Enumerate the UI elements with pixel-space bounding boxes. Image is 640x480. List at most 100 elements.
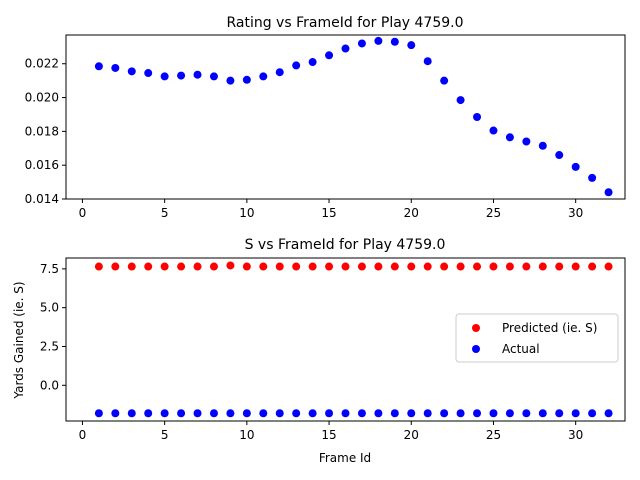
s-x-tick-label: 25	[486, 428, 501, 442]
rating-marks	[94, 36, 613, 197]
rating-point-s0-13	[308, 58, 317, 67]
rating-point-s0-10	[259, 72, 268, 81]
s-point-s1-17	[374, 409, 383, 418]
s-point-s1-13	[308, 409, 317, 418]
s-point-s1-31	[604, 409, 613, 418]
s-x-axis: 0 5 10 15 20 25 30	[79, 421, 583, 442]
legend-label-predicted: Predicted (ie. S)	[502, 321, 597, 335]
s-y-tick-label: 2.5	[40, 339, 59, 353]
rating-y-tick-label: 0.016	[25, 158, 59, 172]
rating-y-tick-label: 0.022	[25, 57, 59, 71]
s-x-tick-label: 15	[321, 428, 336, 442]
s-axes-frame	[65, 257, 626, 422]
s-marks	[94, 261, 613, 418]
rating-point-s0-30	[588, 173, 597, 182]
s-point-s0-8	[226, 261, 235, 270]
s-point-s0-16	[357, 262, 366, 271]
rating-point-s0-17	[374, 36, 383, 45]
s-point-s1-3	[144, 409, 153, 418]
rating-y-tick-label: 0.018	[25, 124, 59, 138]
rating-axes-frame	[65, 34, 626, 200]
s-point-s0-31	[604, 262, 613, 271]
rating-point-s0-9	[242, 75, 251, 84]
rating-point-s0-4	[160, 72, 169, 81]
s-point-s0-13	[308, 262, 317, 271]
s-point-s1-14	[325, 409, 334, 418]
rating-x-tick-label: 0	[79, 206, 87, 220]
s-point-s1-9	[242, 409, 251, 418]
rating-point-s0-0	[94, 62, 103, 71]
rating-point-s0-12	[292, 61, 301, 70]
rating-x-tick-label: 20	[404, 206, 419, 220]
rating-point-s0-2	[127, 67, 136, 76]
s-point-s0-0	[94, 262, 103, 271]
rating-y-tick-label: 0.020	[25, 91, 59, 105]
s-point-s0-15	[341, 262, 350, 271]
s-point-s1-20	[423, 409, 432, 418]
s-point-s0-7	[209, 262, 218, 271]
s-point-s0-6	[193, 262, 202, 271]
s-point-s0-20	[423, 262, 432, 271]
rating-point-s0-18	[390, 37, 399, 46]
rating-x-tick-label: 15	[321, 206, 336, 220]
s-point-s1-0	[94, 409, 103, 418]
s-y-tick-label: 0.0	[40, 378, 59, 392]
s-point-s1-4	[160, 409, 169, 418]
rating-point-s0-8	[226, 76, 235, 85]
s-point-s1-26	[522, 409, 531, 418]
s-point-s1-6	[193, 409, 202, 418]
rating-point-s0-31	[604, 188, 613, 197]
s-point-s0-26	[522, 262, 531, 271]
s-point-s1-8	[226, 409, 235, 418]
rating-point-s0-25	[505, 133, 514, 142]
s-x-tick-label: 5	[161, 428, 169, 442]
rating-point-s0-22	[456, 96, 465, 105]
s-point-s1-24	[489, 409, 498, 418]
s-point-s0-3	[144, 262, 153, 271]
legend-marker-predicted	[472, 324, 480, 332]
s-point-s1-7	[209, 409, 218, 418]
s-point-s1-16	[357, 409, 366, 418]
rating-subplot: Rating vs FrameId for Play 4759.0 0 5 10 15…	[25, 15, 626, 220]
s-x-tick-label: 30	[568, 428, 583, 442]
s-chart-title: S vs FrameId for Play 4759.0	[245, 237, 446, 253]
legend-marker-actual	[472, 345, 480, 353]
rating-point-s0-7	[209, 72, 218, 81]
s-point-s0-2	[127, 262, 136, 271]
s-point-s1-10	[259, 409, 268, 418]
s-point-s1-2	[127, 409, 136, 418]
legend-label-actual: Actual	[502, 342, 540, 356]
rating-point-s0-11	[275, 68, 284, 77]
s-point-s0-25	[505, 262, 514, 271]
s-y-axis: 0.0 2.5 5.0 7.5	[40, 262, 66, 392]
s-point-s0-10	[259, 262, 268, 271]
rating-point-s0-27	[538, 141, 547, 150]
s-point-s1-1	[111, 409, 120, 418]
rating-x-tick-label: 25	[486, 206, 501, 220]
s-point-s1-12	[292, 409, 301, 418]
rating-point-s0-3	[144, 69, 153, 78]
s-point-s0-1	[111, 262, 120, 271]
rating-point-s0-29	[571, 162, 580, 171]
legend: Predicted (ie. S) Actual	[455, 313, 619, 363]
s-y-tick-label: 5.0	[40, 301, 59, 315]
s-point-s1-28	[555, 409, 564, 418]
rating-point-s0-1	[111, 63, 120, 72]
s-point-s0-24	[489, 262, 498, 271]
s-point-s0-28	[555, 262, 564, 271]
rating-point-s0-19	[407, 41, 416, 50]
rating-y-tick-label: 0.014	[25, 192, 59, 206]
s-point-s0-21	[440, 262, 449, 271]
s-point-s1-18	[390, 409, 399, 418]
s-point-s1-19	[407, 409, 416, 418]
s-point-s0-5	[177, 262, 186, 271]
s-point-s1-23	[473, 409, 482, 418]
s-point-s0-9	[242, 262, 251, 271]
s-point-s0-19	[407, 262, 416, 271]
s-y-tick-label: 7.5	[40, 262, 59, 276]
rating-point-s0-26	[522, 137, 531, 146]
s-point-s0-23	[473, 262, 482, 271]
s-x-tick-label: 20	[404, 428, 419, 442]
s-y-axis-label: Yards Gained (ie. S)	[12, 281, 26, 399]
